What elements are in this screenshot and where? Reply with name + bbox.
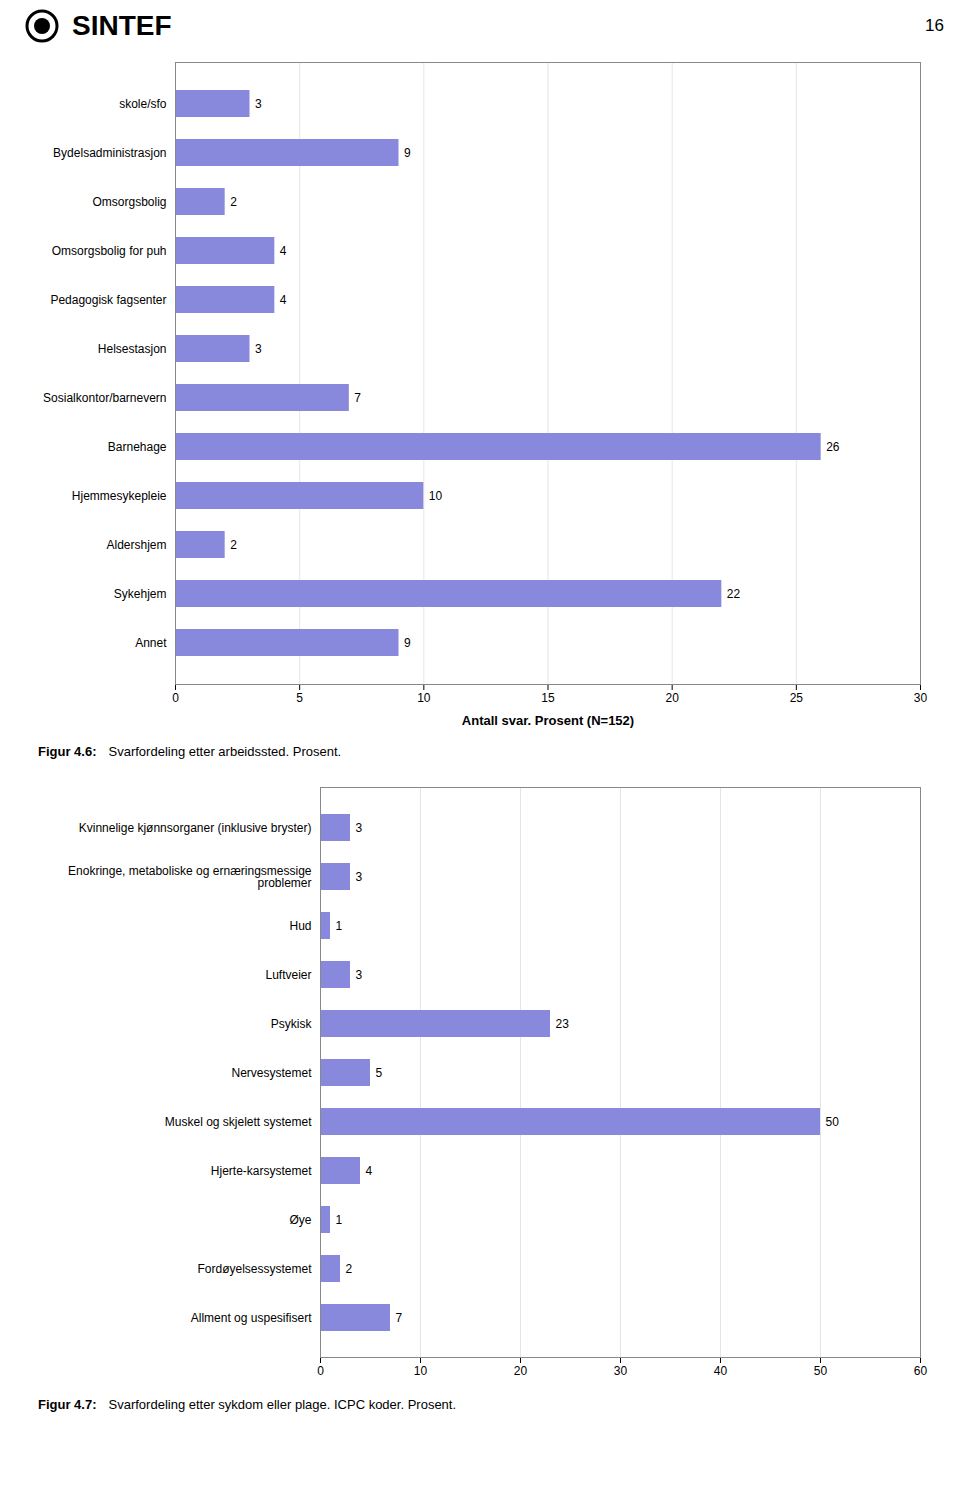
svg-text:Øye: Øye <box>289 1213 311 1227</box>
svg-text:15: 15 <box>541 691 555 705</box>
svg-text:3: 3 <box>255 342 262 356</box>
svg-text:1: 1 <box>336 1213 343 1227</box>
svg-text:Psykisk: Psykisk <box>271 1017 313 1031</box>
svg-text:26: 26 <box>826 440 840 454</box>
svg-text:10: 10 <box>417 691 431 705</box>
svg-text:Luftveier: Luftveier <box>265 968 311 982</box>
svg-text:Pedagogisk fagsenter: Pedagogisk fagsenter <box>50 293 166 307</box>
svg-text:Hud: Hud <box>289 919 311 933</box>
svg-text:skole/sfo: skole/sfo <box>119 97 167 111</box>
svg-text:1: 1 <box>336 919 343 933</box>
html-text:SINTEF: SINTEF <box>72 10 172 41</box>
svg-text:2: 2 <box>346 1262 353 1276</box>
svg-text:23: 23 <box>556 1017 570 1031</box>
svg-text:3: 3 <box>255 97 262 111</box>
svg-text:4: 4 <box>280 293 287 307</box>
svg-text:Omsorgsbolig for puh: Omsorgsbolig for puh <box>52 244 167 258</box>
svg-text:Fordøyelsessystemet: Fordøyelsessystemet <box>197 1262 312 1276</box>
svg-text:40: 40 <box>714 1364 728 1378</box>
svg-text:Bydelsadministrasjon: Bydelsadministrasjon <box>53 146 166 160</box>
svg-text:30: 30 <box>614 1364 628 1378</box>
svg-text:7: 7 <box>396 1311 403 1325</box>
svg-text:Muskel og skjelett systemet: Muskel og skjelett systemet <box>165 1115 312 1129</box>
html-text:16: 16 <box>925 16 944 35</box>
svg-text:Hjerte-karsystemet: Hjerte-karsystemet <box>211 1164 312 1178</box>
svg-text:9: 9 <box>404 146 411 160</box>
svg-text:Omsorgsbolig: Omsorgsbolig <box>92 195 166 209</box>
svg-text:7: 7 <box>354 391 361 405</box>
svg-text:Sosialkontor/barnevern: Sosialkontor/barnevern <box>43 391 166 405</box>
html-text:Figur 4.6:: Figur 4.6: <box>38 744 97 759</box>
svg-text:9: 9 <box>404 636 411 650</box>
svg-text:Barnehage: Barnehage <box>108 440 167 454</box>
svg-text:20: 20 <box>514 1364 528 1378</box>
svg-text:60: 60 <box>914 1364 928 1378</box>
svg-text:Hjemmesykepleie: Hjemmesykepleie <box>72 489 167 503</box>
svg-text:5: 5 <box>376 1066 383 1080</box>
svg-text:3: 3 <box>356 870 363 884</box>
svg-text:0: 0 <box>172 691 179 705</box>
svg-text:50: 50 <box>826 1115 840 1129</box>
svg-text:3: 3 <box>356 821 363 835</box>
svg-text:25: 25 <box>790 691 804 705</box>
html-text:Svarfordeling etter sykdom ell: Svarfordeling etter sykdom eller plage. … <box>108 1397 457 1412</box>
svg-text:2: 2 <box>230 538 237 552</box>
svg-text:0: 0 <box>317 1364 324 1378</box>
svg-text:5: 5 <box>296 691 303 705</box>
svg-text:3: 3 <box>356 968 363 982</box>
html-text:Svarfordeling etter arbeidsste: Svarfordeling etter arbeidssted. Prosent… <box>108 744 342 759</box>
svg-text:Kvinnelige kjønnsorganer (inkl: Kvinnelige kjønnsorganer (inklusive brys… <box>79 821 312 835</box>
svg-text:22: 22 <box>727 587 741 601</box>
svg-text:4: 4 <box>366 1164 373 1178</box>
svg-text:Enokringe, metaboliske og ernæ: Enokringe, metaboliske og ernæringsmessi… <box>68 864 312 890</box>
svg-text:10: 10 <box>429 489 443 503</box>
svg-text:Sykehjem: Sykehjem <box>114 587 167 601</box>
svg-text:Annet: Annet <box>135 636 167 650</box>
svg-text:Aldershjem: Aldershjem <box>106 538 166 552</box>
svg-text:Helsestasjon: Helsestasjon <box>98 342 167 356</box>
svg-text:Antall svar. Prosent (N=152): Antall svar. Prosent (N=152) <box>462 713 634 728</box>
svg-text:2: 2 <box>230 195 237 209</box>
svg-text:30: 30 <box>914 691 928 705</box>
svg-text:50: 50 <box>814 1364 828 1378</box>
svg-text:Nervesystemet: Nervesystemet <box>231 1066 312 1080</box>
html-text:Figur 4.7:: Figur 4.7: <box>38 1397 97 1412</box>
svg-text:4: 4 <box>280 244 287 258</box>
svg-text:20: 20 <box>665 691 679 705</box>
svg-text:Allment og uspesifisert: Allment og uspesifisert <box>191 1311 312 1325</box>
svg-text:10: 10 <box>414 1364 428 1378</box>
